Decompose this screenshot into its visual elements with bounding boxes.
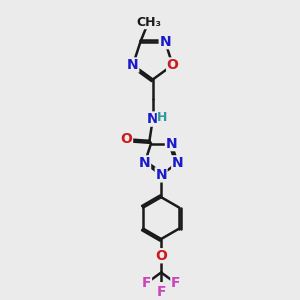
Text: N: N <box>155 168 167 182</box>
Text: N: N <box>139 156 151 170</box>
Text: F: F <box>156 285 166 299</box>
Text: CH₃: CH₃ <box>136 16 161 28</box>
Text: O: O <box>121 132 133 146</box>
Text: F: F <box>142 276 152 290</box>
Text: N: N <box>166 136 177 151</box>
Text: N: N <box>147 112 159 126</box>
Text: N: N <box>127 58 139 72</box>
Text: O: O <box>167 58 178 72</box>
Text: H: H <box>158 111 168 124</box>
Text: N: N <box>172 156 183 170</box>
Text: O: O <box>155 249 167 263</box>
Text: N: N <box>159 34 171 49</box>
Text: F: F <box>171 276 180 290</box>
